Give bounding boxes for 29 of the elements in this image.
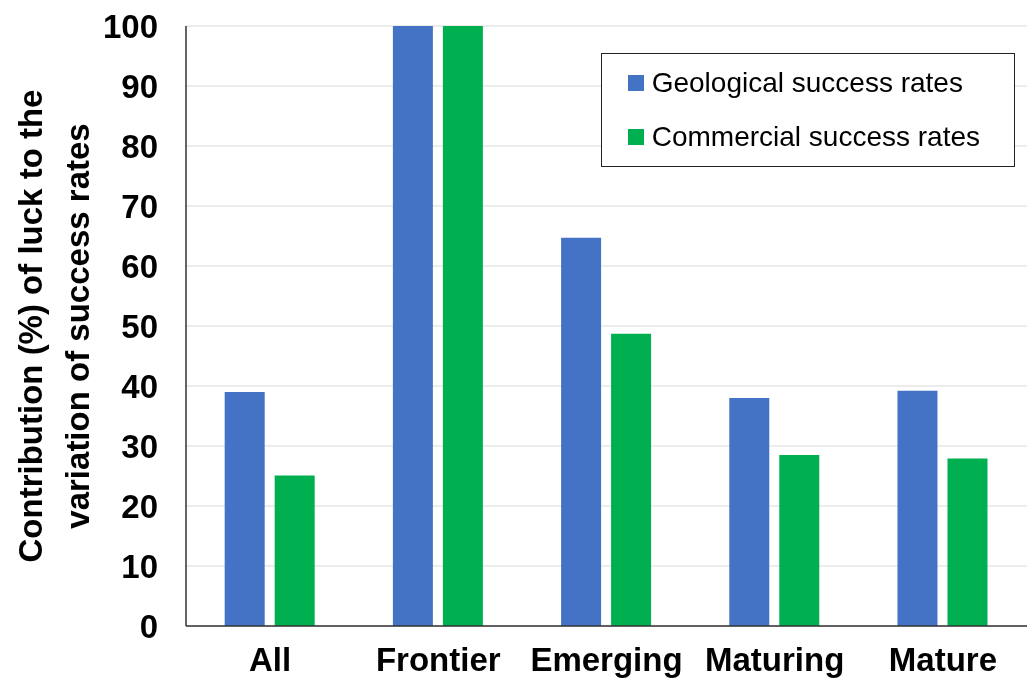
x-tick-label: Mature	[888, 641, 997, 679]
bar	[274, 475, 315, 626]
y-tick-label: 40	[121, 367, 158, 405]
x-tick-label: Maturing	[705, 641, 845, 679]
legend-label: Commercial success rates	[651, 121, 980, 153]
bar	[561, 237, 602, 626]
bar	[729, 398, 770, 626]
bar	[392, 26, 433, 626]
x-tick-label: All	[249, 641, 292, 679]
y-tick-label: 80	[121, 127, 158, 165]
y-tick-label: 70	[121, 187, 158, 225]
bar	[611, 333, 652, 626]
bar	[947, 458, 988, 626]
y-tick-label: 20	[121, 487, 158, 525]
x-tick-label: Frontier	[375, 641, 501, 679]
y-axis-title: Contribution (%) of luck to the variation of success rates	[11, 89, 96, 563]
y-tick-label: 100	[102, 7, 158, 45]
y-tick-label: 10	[121, 547, 158, 585]
x-tick-label: Emerging	[530, 641, 683, 679]
y-tick-label: 90	[121, 67, 158, 105]
bar	[779, 455, 820, 626]
y-tick-label: 60	[121, 247, 158, 285]
bar	[897, 390, 938, 626]
bar	[224, 392, 265, 626]
y-tick-label: 30	[121, 427, 158, 465]
legend-label: Geological success rates	[651, 67, 963, 99]
y-tick-label: 0	[139, 607, 158, 645]
y-tick-label: 50	[121, 307, 158, 345]
bar	[442, 26, 483, 626]
